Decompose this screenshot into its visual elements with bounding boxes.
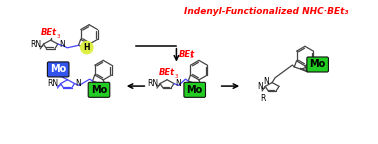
- Text: BEt: BEt: [159, 68, 175, 77]
- Text: N: N: [257, 82, 263, 91]
- Text: R: R: [261, 94, 266, 103]
- Text: 3: 3: [189, 54, 193, 59]
- Circle shape: [81, 41, 93, 54]
- FancyBboxPatch shape: [47, 62, 69, 77]
- Text: RN: RN: [147, 79, 158, 88]
- Text: BEt: BEt: [41, 28, 57, 37]
- FancyBboxPatch shape: [88, 82, 110, 97]
- Text: N: N: [263, 77, 269, 86]
- Text: H: H: [84, 43, 90, 52]
- Text: Mo: Mo: [91, 85, 107, 95]
- Text: 3: 3: [56, 34, 60, 39]
- Text: 3: 3: [175, 74, 178, 79]
- Text: Indenyl-Functionalized NHC·BEt₃: Indenyl-Functionalized NHC·BEt₃: [184, 7, 348, 16]
- FancyBboxPatch shape: [307, 57, 328, 72]
- Text: Mo: Mo: [310, 59, 326, 70]
- Text: RN: RN: [48, 79, 59, 88]
- Text: RN: RN: [31, 40, 42, 49]
- Text: N: N: [175, 79, 181, 88]
- Text: N: N: [59, 40, 65, 49]
- Text: Mo: Mo: [50, 64, 66, 74]
- FancyBboxPatch shape: [184, 82, 206, 97]
- Text: BEt: BEt: [179, 50, 195, 59]
- Text: N: N: [76, 79, 81, 88]
- Text: Mo: Mo: [187, 85, 203, 95]
